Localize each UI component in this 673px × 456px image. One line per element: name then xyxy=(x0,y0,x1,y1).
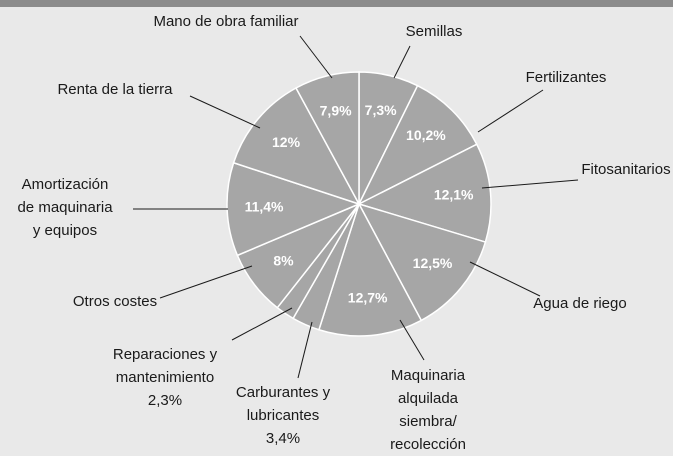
pie-slice xyxy=(357,202,487,322)
value-label: 10,2% xyxy=(406,127,446,143)
leader-line xyxy=(399,319,425,361)
leader-line xyxy=(297,321,313,379)
value-label: 12% xyxy=(272,134,301,150)
value-label: 7,3% xyxy=(365,102,397,118)
value-label: 12,1% xyxy=(434,186,474,202)
leader-line xyxy=(393,45,411,79)
category-label: Mano de obra familiar xyxy=(153,13,298,30)
pie-slice xyxy=(232,86,361,206)
top-bar xyxy=(0,0,673,7)
leader-line xyxy=(159,265,253,299)
value-label: 12,7% xyxy=(348,289,388,305)
value-label: 11,4% xyxy=(245,199,284,215)
category-label: Fertilizantes xyxy=(526,69,607,86)
leader-line xyxy=(189,95,261,129)
value-label: 8% xyxy=(273,252,294,268)
category-label: Renta de la tierra xyxy=(57,81,173,98)
value-label: 2,3% xyxy=(148,392,182,409)
leader-line xyxy=(469,261,541,297)
category-label: Agua de riego xyxy=(533,295,626,312)
leader-line xyxy=(481,179,579,189)
category-label: Otros costes xyxy=(73,293,157,310)
category-label: Reparaciones y mantenimiento xyxy=(113,346,218,386)
leader-line xyxy=(299,35,333,79)
pie-slice xyxy=(356,143,492,244)
category-label: Maquinaria alquilada siembra/recolección xyxy=(390,367,466,453)
pie-slice xyxy=(295,71,360,205)
value-label: 12,5% xyxy=(413,255,453,271)
leader-line xyxy=(231,307,293,341)
category-label: Amortización de maquinaria y equipos xyxy=(17,176,113,239)
value-label: 3,4% xyxy=(266,430,300,447)
pie-slice xyxy=(317,202,423,337)
leader-line xyxy=(477,89,544,133)
category-label: Fitosanitarios xyxy=(581,161,670,178)
category-label: Semillas xyxy=(406,23,463,40)
pie-slice xyxy=(357,84,478,206)
category-label: Carburantes y lubricantes xyxy=(236,384,331,424)
value-label: 7,9% xyxy=(320,103,352,119)
